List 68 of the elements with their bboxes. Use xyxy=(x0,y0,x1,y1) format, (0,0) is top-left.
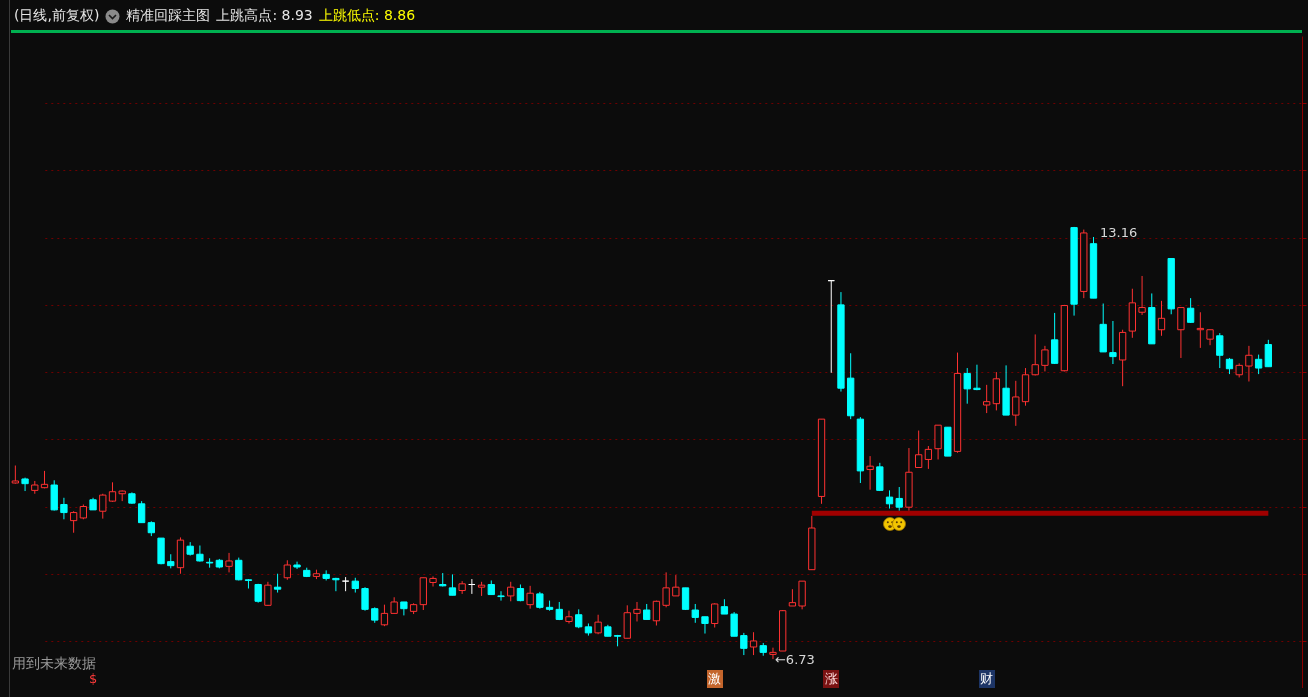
candlestick xyxy=(69,510,78,534)
candlestick xyxy=(526,585,534,610)
candlestick xyxy=(876,462,884,492)
candlestick xyxy=(740,632,748,656)
candlestick xyxy=(963,367,971,405)
annotation: 用到未来数据 xyxy=(12,655,96,673)
candlestick xyxy=(1041,345,1049,372)
candlestick xyxy=(983,384,991,414)
candlestick xyxy=(691,603,699,624)
candlestick xyxy=(711,602,719,629)
candlestick xyxy=(60,497,68,520)
candlestick xyxy=(885,489,894,510)
candlestick xyxy=(507,581,515,602)
candlestick xyxy=(895,486,903,512)
candlestick xyxy=(1254,354,1263,375)
candlestick xyxy=(99,493,107,520)
candlestick xyxy=(915,430,923,469)
candlestick xyxy=(1177,307,1185,359)
candlestick xyxy=(1012,380,1020,427)
candlestick xyxy=(380,604,389,627)
candlestick xyxy=(108,481,117,503)
candlestick xyxy=(1109,320,1117,365)
candlestick xyxy=(196,545,204,563)
candlestick xyxy=(652,600,661,626)
annotation: ←6.73 xyxy=(774,652,815,668)
chart-subtitle: 精准回踩主图 xyxy=(126,7,211,25)
candlestick xyxy=(1031,333,1039,376)
chart-title: (日线,前复权) xyxy=(14,7,100,25)
candlestick xyxy=(497,590,505,602)
candlestick xyxy=(662,571,670,608)
candlestick xyxy=(973,364,981,391)
candlestick xyxy=(361,586,369,612)
annotation: $ xyxy=(87,670,99,688)
candlestick xyxy=(283,559,291,581)
candlestick xyxy=(730,611,738,637)
annotation: 涨 xyxy=(823,670,840,688)
candlestick xyxy=(21,477,29,492)
candlestick xyxy=(264,581,272,607)
candlestick xyxy=(575,608,583,629)
text: 上跳低点: 8.86 xyxy=(318,7,416,25)
candlestick xyxy=(137,500,146,524)
annotation: 财 xyxy=(978,670,995,688)
candlestick xyxy=(1216,332,1224,369)
candlestick xyxy=(332,577,340,592)
candlestick xyxy=(633,601,641,622)
candlestick xyxy=(769,647,777,660)
candlestick xyxy=(1245,345,1253,382)
candlestick xyxy=(749,631,758,656)
candlestick xyxy=(439,572,447,587)
candlestick xyxy=(1186,297,1195,324)
candlestick xyxy=(1264,339,1272,368)
annotation: 激 xyxy=(706,670,723,688)
candlestick xyxy=(672,574,680,597)
candlestick xyxy=(866,455,874,491)
candlestick xyxy=(400,601,408,616)
candlestick xyxy=(273,573,282,594)
candlestick xyxy=(1157,300,1166,337)
candlestick xyxy=(701,616,709,635)
candlestick xyxy=(934,424,942,460)
text: 上跳高点: 8.93 xyxy=(216,7,313,25)
candlestick xyxy=(924,445,933,470)
candlestick xyxy=(1138,275,1146,316)
candlestick xyxy=(429,575,437,587)
candlestick xyxy=(565,610,573,624)
candlestick xyxy=(1050,312,1059,365)
annotation: 13.16 xyxy=(1100,224,1138,240)
candlestick xyxy=(225,552,233,573)
candlestick xyxy=(448,573,457,596)
